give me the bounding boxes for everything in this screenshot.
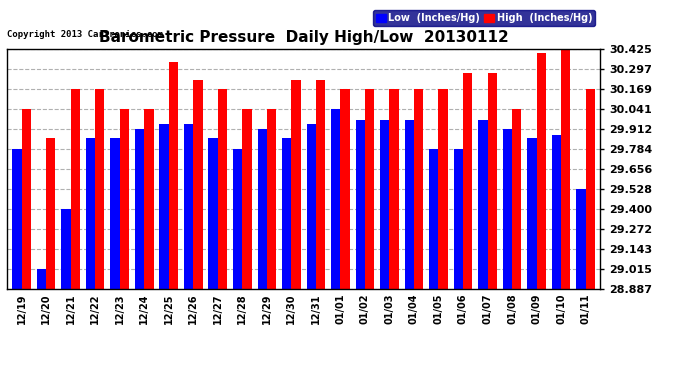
Bar [355, 120, 365, 289]
Bar [414, 89, 423, 289]
Bar [503, 129, 512, 289]
Bar [453, 149, 463, 289]
Bar [86, 138, 95, 289]
Bar [282, 138, 291, 289]
Bar [561, 49, 571, 289]
Bar [70, 89, 80, 289]
Title: Barometric Pressure  Daily High/Low  20130112: Barometric Pressure Daily High/Low 20130… [99, 30, 509, 45]
Bar [389, 89, 399, 289]
Bar [110, 138, 119, 289]
Bar [488, 73, 497, 289]
Bar [193, 80, 203, 289]
Bar [404, 120, 414, 289]
Legend: Low  (Inches/Hg), High  (Inches/Hg): Low (Inches/Hg), High (Inches/Hg) [373, 10, 595, 26]
Bar [12, 149, 21, 289]
Bar [463, 73, 472, 289]
Bar [512, 109, 522, 289]
Bar [119, 109, 129, 289]
Bar [586, 89, 595, 289]
Bar [159, 124, 169, 289]
Bar [380, 120, 389, 289]
Bar [61, 209, 70, 289]
Bar [37, 269, 46, 289]
Bar [95, 89, 104, 289]
Bar [218, 89, 227, 289]
Bar [291, 80, 301, 289]
Bar [429, 149, 438, 289]
Bar [208, 138, 218, 289]
Bar [46, 138, 55, 289]
Bar [478, 120, 488, 289]
Bar [257, 129, 267, 289]
Bar [527, 138, 537, 289]
Bar [316, 80, 325, 289]
Bar [331, 109, 340, 289]
Bar [21, 109, 31, 289]
Bar [537, 53, 546, 289]
Text: Copyright 2013 Cartronics.com: Copyright 2013 Cartronics.com [7, 30, 163, 39]
Bar [233, 149, 242, 289]
Bar [135, 129, 144, 289]
Bar [576, 189, 586, 289]
Bar [306, 124, 316, 289]
Bar [144, 109, 154, 289]
Bar [242, 109, 252, 289]
Bar [552, 135, 561, 289]
Bar [267, 109, 276, 289]
Bar [365, 89, 374, 289]
Bar [184, 124, 193, 289]
Bar [438, 89, 448, 289]
Bar [340, 89, 350, 289]
Bar [169, 62, 178, 289]
